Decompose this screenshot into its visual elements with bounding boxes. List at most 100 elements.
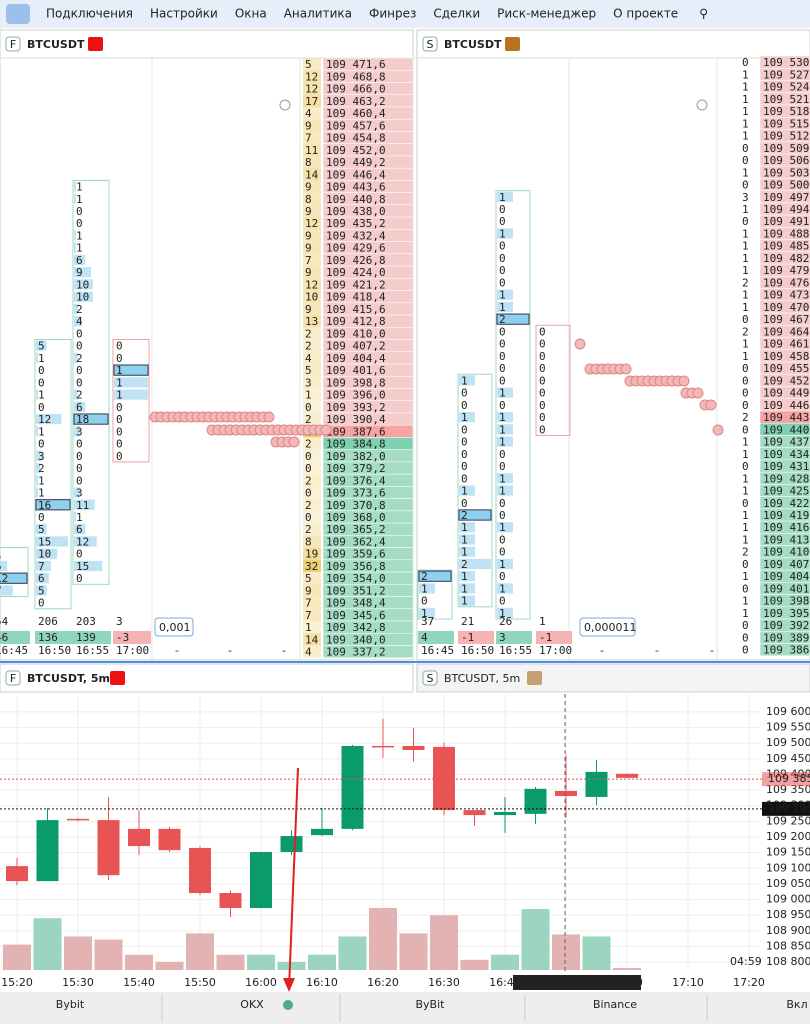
ladder-price: 109 419 [763,509,809,522]
cluster-value: 0 [499,362,506,375]
y-tick-label: 109 250 [766,814,810,827]
menu-item[interactable]: Окна [235,7,267,21]
trade-dot [712,424,724,436]
ladder-count: 0 [742,399,749,412]
ladder-price: 109 365,2 [326,523,386,536]
x-tick-label: 16:00 [245,976,277,989]
count-bg [303,645,321,658]
symbol: BTCUSDT [444,38,502,51]
cluster-bar [36,462,41,474]
cluster-value: 5 [0,560,2,573]
exchange-tab[interactable]: Binance [593,998,637,1011]
cluster-value: 0 [76,548,83,561]
menu-item[interactable]: Аналитика [284,7,352,21]
delta-bg [73,631,111,644]
cluster-value: 0 [499,570,506,583]
ladder-price: 109 452,0 [326,144,386,157]
menu-item[interactable]: О проекте [613,7,678,21]
cluster-bar [36,352,39,363]
exchange-tab[interactable]: OKX [240,998,264,1011]
cluster-value: 0 [461,448,468,461]
cluster-bar [114,377,148,388]
volume-bar [338,936,367,970]
ladder-count: 1 [742,509,749,522]
cluster-bar [497,485,513,496]
count-bg [303,70,321,83]
ladder-price: 109 422 [763,497,809,510]
x-tick-label: 15:20 [1,976,33,989]
ladder-price: 109 404,4 [326,352,386,365]
volume-bar [399,933,428,970]
cluster-bar [36,487,39,498]
cluster-bar [497,607,513,619]
ladder-count: 1 [742,436,749,449]
ladder-price: 109 415,6 [326,303,386,316]
exchange-tab[interactable]: ByBit [416,998,446,1011]
cluster-bar [497,191,513,202]
exchange-tab[interactable]: Bybit [56,998,85,1011]
cluster-value: 0 [499,595,506,608]
menu-item[interactable]: Риск-менеджер [497,7,596,21]
candle-body [341,745,364,829]
ladder-count: 0 [305,487,312,500]
pin-icon: ⚲ [699,7,708,21]
cluster-frame [495,190,531,620]
ladder-count: 1 [742,227,749,240]
cluster-value: 1 [116,376,123,389]
cluster-value: 0 [421,595,428,608]
menu-item[interactable]: Сделки [433,7,480,21]
cluster-value: 2 [461,509,468,522]
cluster-poc [73,413,109,425]
count-bg [303,58,321,71]
ladder-price: 109 426,8 [326,254,386,267]
ladder-count: 0 [742,558,749,571]
exchange-tab[interactable]: Вкл [786,998,807,1011]
step-value: 0,000011 [584,621,637,634]
cluster-value: 0 [539,374,546,387]
cluster-bar [497,583,513,594]
ladder-count: 5 [305,58,312,71]
cluster-value: 0 [499,509,506,522]
cluster-bar [74,426,80,437]
column-delta: 3 [499,631,506,644]
app-logo [6,4,30,24]
ladder-count: 11 [305,144,318,157]
count-bg [303,376,321,389]
ladder-count: 12 [305,217,318,230]
menu-item[interactable]: Финрез [369,7,416,21]
cluster-value: 1 [499,485,506,498]
cluster-bar [74,524,86,535]
cluster-bar [74,487,80,498]
ladder-price: 109 509 [763,142,809,155]
ladder-price: 109 401 [763,582,809,595]
step-box [579,617,636,637]
ladder-count: 5 [305,572,312,585]
cluster-bar [0,560,8,572]
cluster-value: 0 [76,205,83,218]
cluster-value: 0 [76,462,83,475]
menu-item[interactable]: Подключения [46,7,133,21]
column-time: 16:55 [76,644,109,657]
cluster-bar [497,558,513,570]
cluster-value: 1 [499,521,506,534]
ladder-count: 2 [305,327,312,340]
cluster-value: 0 [76,217,83,230]
count-bg [303,241,321,254]
y-tick-label: 109 550 [766,720,810,733]
ladder-count: 0 [742,142,749,155]
cluster-bar [497,411,513,423]
column-delta: 4 [421,631,428,644]
cluster-bar [36,340,47,351]
ladder-count: 1 [742,130,749,143]
count-bg [303,596,321,609]
ladder-price: 109 479 [763,264,809,277]
column-delta: -3 [116,631,129,644]
count-bg [303,547,321,560]
ladder-count: 3 [742,191,749,204]
ladder-price: 109 379,2 [326,462,386,475]
menu-item[interactable]: Настройки [150,7,218,21]
cluster-bar [74,560,103,572]
ladder-count: 2 [305,523,312,536]
cluster-bar [419,607,435,619]
count-bg [303,449,321,462]
